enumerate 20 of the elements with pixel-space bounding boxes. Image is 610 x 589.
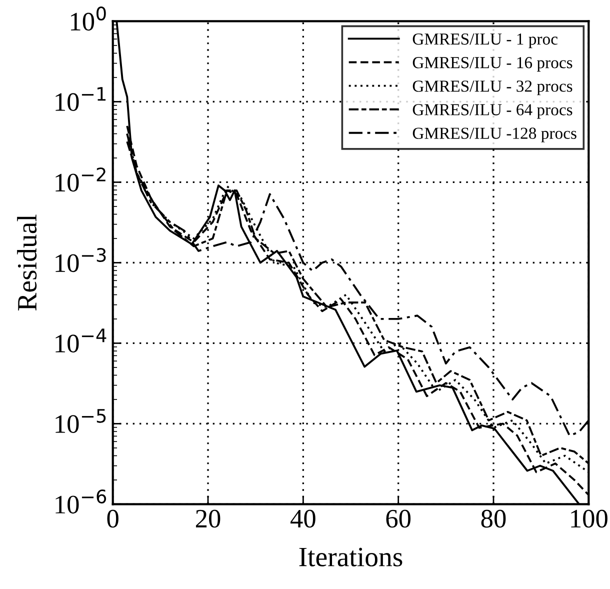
legend-label: GMRES/ILU -128 procs <box>412 128 576 142</box>
legend-label: GMRES/ILU - 64 procs <box>412 104 572 119</box>
x-tick-label: 40 <box>290 510 316 528</box>
y-axis-title: Residual <box>17 214 37 310</box>
legend-label: GMRES/ILU - 16 procs <box>412 57 572 72</box>
y-tick-label: 10$^{−3}$ <box>56 248 106 272</box>
x-tick-label: 80 <box>481 510 506 528</box>
x-tick-label: 100 <box>571 510 608 528</box>
x-axis-title: Iterations <box>299 548 402 566</box>
x-tick-label: 0 <box>107 510 118 528</box>
y-tick-label: 10$^{−5}$ <box>56 409 106 433</box>
y-tick-label: 10$^{−6}$ <box>56 490 106 514</box>
legend-label: GMRES/ILU - 1 proc <box>412 34 558 48</box>
y-tick-label: 10$^{−2}$ <box>56 168 106 192</box>
x-tick-label: 20 <box>196 510 220 528</box>
legend-label: GMRES/ILU - 32 procs <box>412 80 572 96</box>
y-tick-label: 10$^{−1}$ <box>56 87 106 111</box>
y-tick-label: 10$^{0}$ <box>70 6 106 31</box>
x-tick-label: 60 <box>386 510 411 528</box>
y-tick-label: 10$^{−4}$ <box>56 328 106 352</box>
